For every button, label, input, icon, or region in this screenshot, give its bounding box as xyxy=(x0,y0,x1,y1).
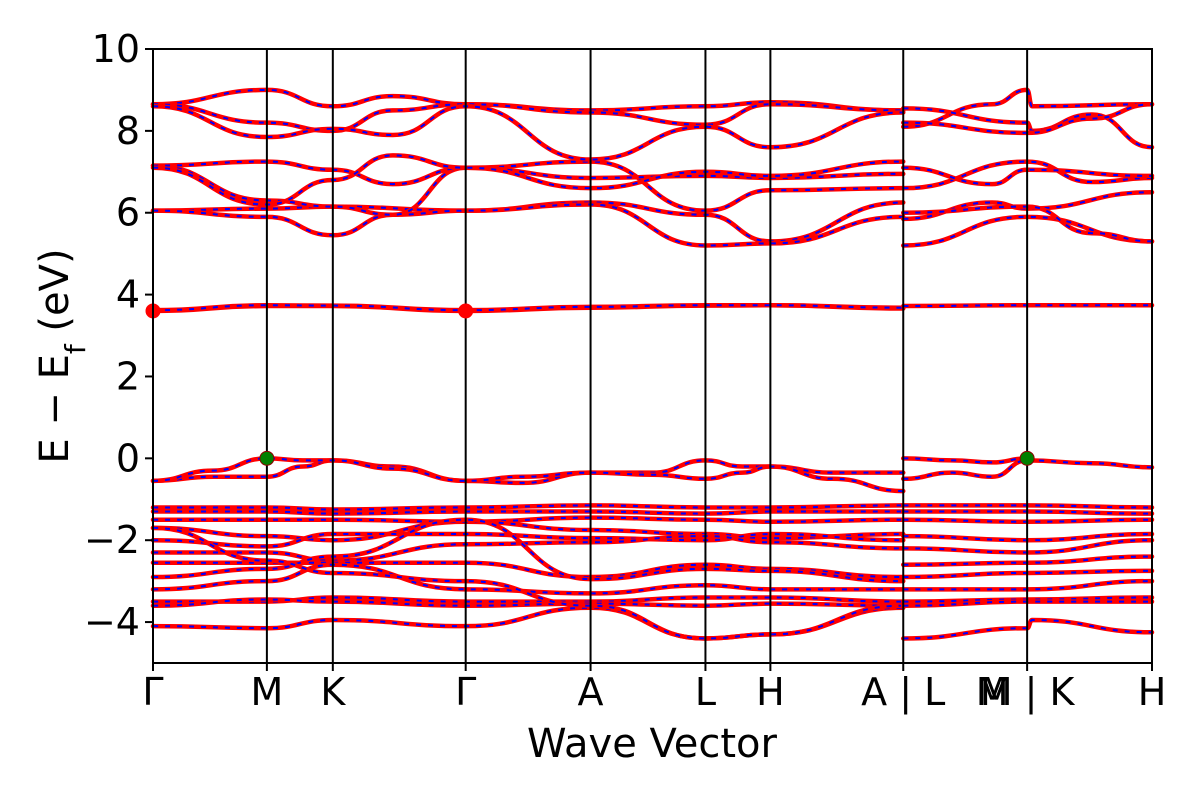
band-line-overlay xyxy=(903,457,1028,464)
y-ticks: −4 −2 0 2 4 6 8 10 xyxy=(84,27,153,644)
y-tick-label: 8 xyxy=(116,109,140,153)
y-tick-label: 6 xyxy=(116,191,140,235)
band-line-overlay xyxy=(152,516,904,523)
band-line xyxy=(900,617,1155,641)
y-axis-title-unit: (eV) xyxy=(32,248,78,344)
band-line-overlay xyxy=(152,459,904,484)
band-line-overlay xyxy=(152,518,904,583)
axes xyxy=(152,48,1153,664)
x-tick-label: A xyxy=(578,670,604,714)
x-tick-label: Γ xyxy=(455,670,476,714)
x-tick-label: H xyxy=(1138,670,1167,714)
band-line-overlay xyxy=(152,533,904,548)
y-tick-label: 2 xyxy=(116,354,140,398)
band-line-overlay xyxy=(152,304,904,312)
y-axis-title: E − Ef (eV) xyxy=(32,248,92,463)
band-line xyxy=(150,533,906,563)
x-tick-label: K xyxy=(320,670,346,714)
band-line-overlay xyxy=(152,457,904,493)
band-line-overlay xyxy=(152,105,904,161)
y-tick-label: 10 xyxy=(92,27,140,71)
band-line xyxy=(150,519,906,543)
y-axis-title-subscript: f xyxy=(59,343,92,354)
vbm-marker xyxy=(259,450,275,466)
band-line-overlay xyxy=(903,103,1153,134)
band-line-overlay xyxy=(903,166,1153,186)
x-tick-label: L xyxy=(695,670,716,714)
band-line-overlay xyxy=(152,103,904,132)
y-tick-label: −4 xyxy=(84,600,140,644)
band-line-overlay xyxy=(152,504,904,511)
band-line xyxy=(150,102,906,134)
plot-frame xyxy=(152,48,1153,664)
y-tick-label: 0 xyxy=(116,436,140,480)
y-axis-title-base: E − E xyxy=(32,354,78,464)
cbm-marker xyxy=(458,303,474,319)
band-line-overlay xyxy=(153,510,904,515)
y-tick-label: −2 xyxy=(84,518,140,562)
x-tick-label: M | K xyxy=(980,670,1076,715)
band-line xyxy=(1024,458,1155,470)
x-tick-label: Γ xyxy=(142,670,163,714)
band-line-overlay xyxy=(903,459,1028,480)
x-tick-label: M xyxy=(976,670,1009,714)
vbm-marker xyxy=(1019,450,1035,466)
band-line-overlay xyxy=(152,598,904,607)
x-tick-label: A | L xyxy=(861,670,945,715)
band-line xyxy=(900,204,1155,244)
high-symmetry-lines xyxy=(265,49,1029,663)
band-line-overlay xyxy=(152,154,904,206)
bands-layer xyxy=(150,87,1155,641)
x-axis-title: Wave Vector xyxy=(527,721,778,767)
x-tick-label: M xyxy=(250,670,283,714)
y-tick-label: 4 xyxy=(116,273,140,317)
band-line-overlay xyxy=(152,203,904,247)
x-tick-label: H xyxy=(756,670,785,714)
